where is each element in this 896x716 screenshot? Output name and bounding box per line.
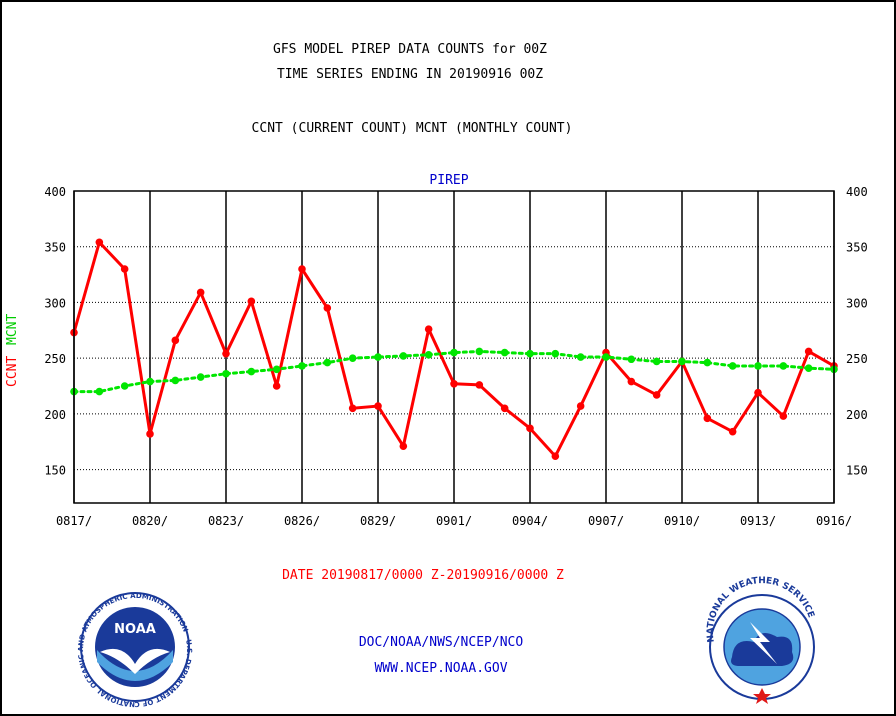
point-ccnt [804,347,813,356]
noaa-ring-text: NATIONAL OCEANIC AND ATMOSPHERIC ADMINIS… [2,2,193,708]
point-ccnt [424,325,433,333]
point-mcnt [627,355,636,364]
point-ccnt [95,238,104,247]
plot-title: PIREP [429,173,468,188]
x-tick-label: 0826/ [284,514,320,528]
point-mcnt [348,354,357,362]
y-tick-label-right: 300 [846,296,868,310]
x-tick-label: 0820/ [132,514,168,528]
y-tick-label-left: 250 [44,352,66,366]
point-ccnt [475,381,484,389]
point-mcnt [551,349,560,358]
data-series [70,238,838,461]
chart-title-line1: GFS MODEL PIREP DATA COUNTS for 00Z [273,42,547,57]
x-tick-label: 0901/ [436,514,472,528]
point-ccnt [399,442,408,450]
point-mcnt [120,382,129,390]
point-mcnt [576,353,585,361]
point-mcnt [779,362,788,370]
y-tick-label-right: 350 [846,241,868,255]
point-ccnt [120,265,129,273]
x-tick-label: 0913/ [740,514,776,528]
point-mcnt [652,357,661,366]
point-ccnt [374,402,382,410]
point-mcnt [247,367,256,376]
x-tick-label: 0823/ [208,514,244,528]
y-tick-label-left: 400 [44,185,66,199]
point-mcnt [171,376,180,385]
point-mcnt [298,362,306,370]
org-line: DOC/NOAA/NWS/NCEP/NCO [359,635,524,650]
point-mcnt [374,353,382,361]
point-mcnt [602,353,610,361]
chart-subtitle: CCNT (CURRENT COUNT) MCNT (MONTHLY COUNT… [252,121,573,136]
point-ccnt [348,404,357,413]
y-tick-label-left: 200 [44,408,66,422]
point-ccnt [323,304,332,312]
point-ccnt [526,424,534,433]
point-ccnt [171,336,180,345]
point-ccnt [222,349,230,358]
tick-labels: 150 150 200 200 250 250 300 300 350 350 400 400 0817… [44,185,867,528]
point-mcnt [323,358,332,367]
date-range: DATE 20190817/0000 Z-20190916/0000 Z [282,568,564,583]
plot-border [73,190,835,504]
x-tick-label: 0904/ [512,514,548,528]
noaa-logo-text: NOAA [114,622,156,637]
x-tick-label: 0910/ [664,514,700,528]
point-ccnt [196,288,205,297]
y-tick-label-right: 150 [846,464,868,478]
point-mcnt [728,362,737,370]
point-mcnt [703,358,712,367]
point-ccnt [551,452,560,461]
y-tick-label-right: 250 [846,352,868,366]
point-ccnt [754,388,762,397]
url-line: WWW.NCEP.NOAA.GOV [374,661,507,676]
point-mcnt [95,387,104,396]
point-mcnt [500,348,509,357]
point-ccnt [450,379,458,388]
point-ccnt [298,265,306,273]
point-mcnt [272,365,281,374]
y-tick-label-left: 350 [44,241,66,255]
y-tick-label-left: 150 [44,464,66,478]
point-ccnt [652,391,661,399]
y-tick-label-right: 200 [846,408,868,422]
point-ccnt [500,404,509,413]
point-mcnt [804,364,813,372]
point-ccnt [146,430,154,438]
point-mcnt [754,362,762,370]
y-tick-label-right: 400 [846,185,868,199]
point-mcnt [399,352,408,360]
ylabel-ccnt: CCNT [5,356,20,387]
point-mcnt [678,357,686,366]
point-ccnt [272,382,281,390]
x-tick-label: 0817/ [56,514,92,528]
noaa-logo: NOAA NATIONAL OCEANIC AND ATMOSPHERIC AD… [2,2,193,708]
point-ccnt [247,297,256,306]
svg-text:NATIONAL OCEANIC AND ATMOSPHER: NATIONAL OCEANIC AND ATMOSPHERIC ADMINIS… [2,2,193,708]
point-mcnt [526,349,534,358]
point-mcnt [196,373,205,381]
point-ccnt [703,414,712,423]
x-tick-label: 0829/ [360,514,396,528]
point-ccnt [627,377,636,386]
chart-title-line2: TIME SERIES ENDING IN 20190916 00Z [277,67,543,82]
point-mcnt [475,347,484,356]
point-mcnt [450,348,458,357]
point-ccnt [576,402,585,410]
point-mcnt [222,369,230,378]
x-tick-label: 0907/ [588,514,624,528]
point-mcnt [146,377,154,386]
point-ccnt [728,427,737,436]
x-tick-label: 0916/ [816,514,852,528]
point-mcnt [424,351,433,359]
point-ccnt [779,412,788,420]
grid-lines [73,190,835,503]
ylabel-mcnt: MCNT [5,314,20,345]
nws-logo: NATIONAL WEATHER SERVICE [706,576,816,704]
y-tick-label-left: 300 [44,296,66,310]
